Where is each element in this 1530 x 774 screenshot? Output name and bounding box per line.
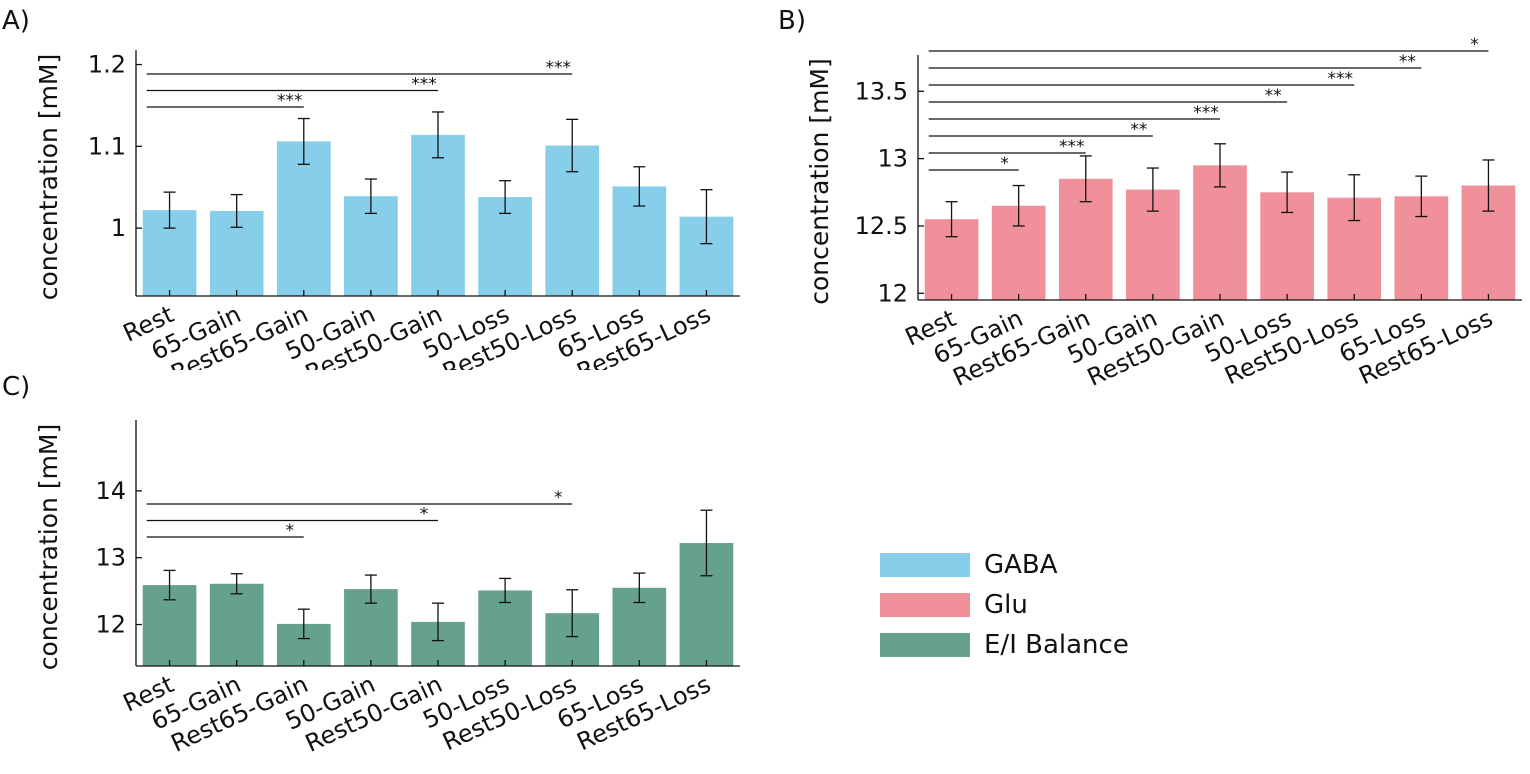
legend-label-ei-balance: E/I Balance (984, 630, 1129, 660)
legend-swatch-glu (880, 593, 970, 617)
y-tick-label: 14 (95, 477, 126, 505)
legend: GABA Glu E/I Balance (880, 545, 1129, 665)
legend-swatch-gaba (880, 553, 970, 577)
significance-label: * (554, 488, 563, 508)
significance-label: * (1470, 35, 1479, 55)
significance-label: *** (1193, 103, 1219, 123)
significance-label: *** (277, 91, 303, 111)
significance-label: ** (1265, 86, 1282, 106)
legend-label-glu: Glu (984, 590, 1028, 620)
legend-item-gaba: GABA (880, 545, 1129, 585)
legend-item-glu: Glu (880, 585, 1129, 625)
y-tick-label: 1.1 (88, 132, 126, 160)
significance-label: * (420, 505, 429, 525)
legend-swatch-ei-balance (880, 633, 970, 657)
bar-rest50-gain (1193, 165, 1247, 300)
y-axis-label: concentration [mM] (34, 54, 63, 301)
significance-label: * (286, 521, 295, 541)
chart-ei-balance: 121314Rest65-GainRest65-Gain50-GainRest5… (34, 420, 740, 758)
bar-rest65-gain (276, 141, 331, 296)
panel-label-a: A) (2, 6, 30, 36)
significance-label: *** (545, 58, 571, 78)
chart-glu: 1212.51313.5Rest65-GainRest65-Gain50-Gai… (805, 35, 1522, 392)
significance-label: *** (1059, 137, 1085, 157)
significance-label: ** (1399, 52, 1416, 72)
y-tick-label: 13 (877, 145, 908, 173)
panel-label-c: C) (2, 372, 31, 402)
significance-label: * (1000, 154, 1009, 174)
significance-label: *** (411, 75, 437, 95)
y-tick-label: 1.2 (88, 51, 126, 79)
y-tick-label: 12 (95, 611, 126, 639)
panel-label-b: B) (778, 6, 806, 36)
legend-label-gaba: GABA (984, 550, 1058, 580)
bar-rest50-gain (411, 134, 465, 296)
y-axis-label: concentration [mM] (34, 424, 63, 671)
y-tick-label: 12.5 (855, 212, 908, 240)
chart-gaba: 11.11.2Rest65-GainRest65-Gain50-GainRest… (34, 50, 740, 370)
significance-label: ** (1130, 120, 1147, 140)
y-tick-label: 13 (95, 544, 126, 572)
bar-65-gain (209, 583, 264, 666)
y-tick-label: 1 (111, 214, 126, 242)
y-tick-label: 12 (877, 279, 908, 307)
significance-label: *** (1327, 69, 1353, 89)
y-axis-label: concentration [mM] (805, 58, 834, 305)
y-tick-label: 13.5 (855, 77, 908, 105)
legend-item-ei-balance: E/I Balance (880, 625, 1129, 665)
